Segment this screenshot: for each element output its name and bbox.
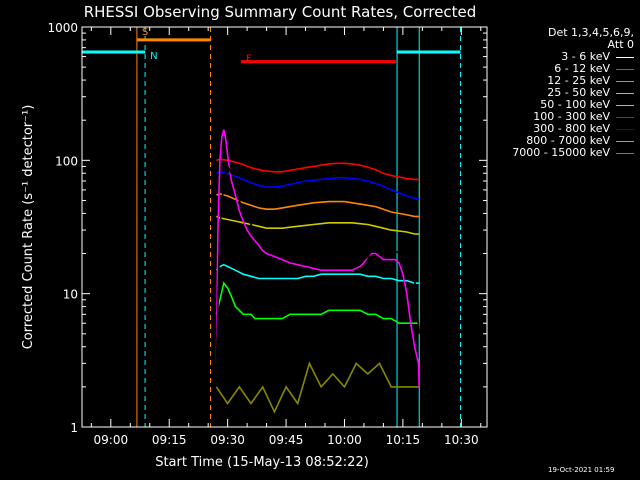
series-line-2 xyxy=(215,281,420,325)
axes: 1 10 100 1000 09:00 09:15 09:30 09:45 10:00 10:15… xyxy=(47,21,487,447)
legend-entry: 3 - 6 keV xyxy=(486,51,634,63)
x-tick-label-0: 09:00 xyxy=(94,433,129,447)
generated-timestamp: 19-Oct-2021 01:59 xyxy=(548,466,615,474)
legend-label: 800 - 7000 keV xyxy=(526,134,610,147)
series-line-4 xyxy=(216,215,420,235)
flag-label-f: F xyxy=(246,54,252,65)
y-tick-label-2: 100 xyxy=(55,154,78,168)
legend-attenuator: Att 0 xyxy=(607,38,634,51)
legend-swatch xyxy=(616,104,634,106)
series-line-0 xyxy=(215,164,420,364)
legend-label: 12 - 25 keV xyxy=(547,74,610,87)
series-line-7 xyxy=(216,193,420,218)
legend-swatch xyxy=(616,116,634,118)
flag-label-s: S xyxy=(142,27,148,38)
legend-entry: 6 - 12 keV xyxy=(486,63,634,75)
y-tick-label-0: 1 xyxy=(70,421,78,435)
legend-label: 300 - 800 keV xyxy=(533,122,610,135)
x-tick-label-1: 09:15 xyxy=(152,433,187,447)
series-line-8 xyxy=(215,361,420,414)
legend-label: 100 - 300 keV xyxy=(533,110,610,123)
legend-entry: 800 - 7000 keV xyxy=(486,135,634,147)
legend-label: 7000 - 15000 keV xyxy=(512,146,610,159)
y-axis-label: Corrected Count Rate (s⁻¹ detector⁻¹) xyxy=(21,105,36,350)
legend-swatch xyxy=(616,68,634,70)
legend-label: 3 - 6 keV xyxy=(561,50,610,63)
legend-swatch xyxy=(616,56,634,58)
legend-swatch xyxy=(616,140,634,142)
legend-entries: 3 - 6 keV 6 - 12 keV 12 - 25 keV 25 - 50 ke… xyxy=(486,51,634,159)
x-axis-label: Start Time (15-May-13 08:52:22) xyxy=(155,455,369,470)
legend-label: 25 - 50 keV xyxy=(547,86,610,99)
legend-swatch xyxy=(616,92,634,94)
legend-entry: 25 - 50 keV xyxy=(486,87,634,99)
legend-entry: 100 - 300 keV xyxy=(486,111,634,123)
x-tick-label-2: 09:30 xyxy=(210,433,245,447)
chart-markers: S N F xyxy=(82,27,462,427)
legend-label: 50 - 100 keV xyxy=(540,98,610,111)
legend-entry: 12 - 25 keV xyxy=(486,75,634,87)
y-tick-label-1: 10 xyxy=(63,288,78,302)
series-line-3 xyxy=(215,263,420,284)
series-line-1 xyxy=(215,129,420,387)
legend-entry: 300 - 800 keV xyxy=(486,123,634,135)
series-line-6 xyxy=(216,170,420,201)
x-tick-label-6: 10:30 xyxy=(444,433,479,447)
legend-swatch xyxy=(616,80,634,82)
x-tick-label-3: 09:45 xyxy=(269,433,304,447)
y-tick-label-3: 1000 xyxy=(47,21,78,35)
legend-entry: 7000 - 15000 keV xyxy=(486,147,634,159)
chart-title: RHESSI Observing Summary Count Rates, Co… xyxy=(84,3,477,21)
legend-label: 6 - 12 keV xyxy=(554,62,610,75)
legend-detectors: Det 1,3,4,5,6,9, xyxy=(547,26,634,39)
x-tick-label-5: 10:15 xyxy=(386,433,421,447)
series-group xyxy=(215,129,420,414)
flag-label-n: N xyxy=(150,51,157,62)
legend: Det 1,3,4,5,6,9, Att 0 3 - 6 keV 6 - 12 k… xyxy=(486,27,634,159)
legend-swatch xyxy=(616,152,634,154)
legend-entry: 50 - 100 keV xyxy=(486,99,634,111)
series-line-5 xyxy=(216,158,420,181)
x-tick-label-4: 10:00 xyxy=(327,433,362,447)
plot-frame xyxy=(81,26,488,428)
legend-swatch xyxy=(616,128,634,130)
